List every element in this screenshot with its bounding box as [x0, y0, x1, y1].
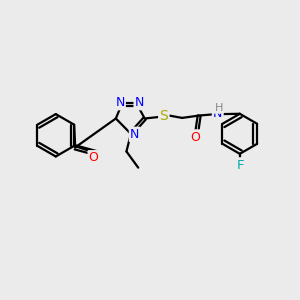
Text: N: N [213, 107, 222, 120]
Text: O: O [190, 130, 200, 143]
Text: N: N [135, 96, 144, 109]
Text: N: N [130, 128, 140, 141]
Text: F: F [237, 158, 244, 172]
Text: S: S [160, 109, 168, 122]
Text: N: N [115, 96, 125, 109]
Text: O: O [89, 151, 99, 164]
Text: H: H [214, 103, 223, 112]
